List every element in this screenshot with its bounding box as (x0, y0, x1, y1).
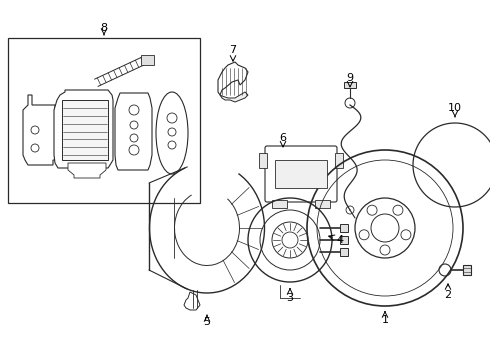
Polygon shape (344, 82, 356, 88)
Polygon shape (62, 100, 108, 160)
Polygon shape (315, 200, 330, 208)
Polygon shape (335, 153, 343, 168)
Bar (8, 38, 200, 203)
Polygon shape (23, 95, 55, 165)
Text: 6: 6 (279, 133, 287, 143)
Polygon shape (340, 224, 348, 232)
Text: 7: 7 (229, 45, 237, 55)
Polygon shape (463, 265, 471, 275)
Polygon shape (340, 236, 348, 244)
Text: 1: 1 (382, 315, 389, 325)
Text: 2: 2 (444, 290, 452, 300)
Polygon shape (272, 200, 287, 208)
Text: 8: 8 (100, 23, 108, 33)
FancyBboxPatch shape (265, 146, 337, 202)
Polygon shape (220, 92, 248, 102)
Bar (275, 160, 327, 188)
Polygon shape (184, 292, 200, 310)
Text: 5: 5 (203, 317, 211, 327)
Polygon shape (54, 90, 113, 168)
Text: 3: 3 (287, 293, 294, 303)
Polygon shape (141, 55, 154, 64)
Text: 4: 4 (337, 235, 343, 245)
Text: 10: 10 (448, 103, 462, 113)
Text: 9: 9 (346, 73, 354, 83)
Polygon shape (68, 163, 106, 178)
Polygon shape (218, 62, 248, 95)
Polygon shape (259, 153, 267, 168)
Ellipse shape (156, 92, 188, 174)
Polygon shape (115, 93, 152, 170)
Polygon shape (340, 248, 348, 256)
